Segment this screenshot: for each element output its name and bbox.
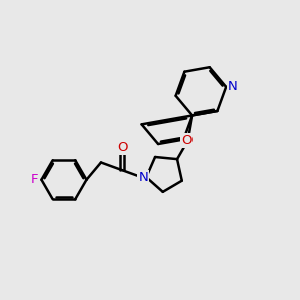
Text: F: F <box>31 173 38 186</box>
Text: O: O <box>181 134 191 147</box>
Text: N: N <box>138 171 148 184</box>
Text: O: O <box>117 141 128 154</box>
Text: N: N <box>228 80 238 93</box>
Text: O: O <box>182 134 193 147</box>
